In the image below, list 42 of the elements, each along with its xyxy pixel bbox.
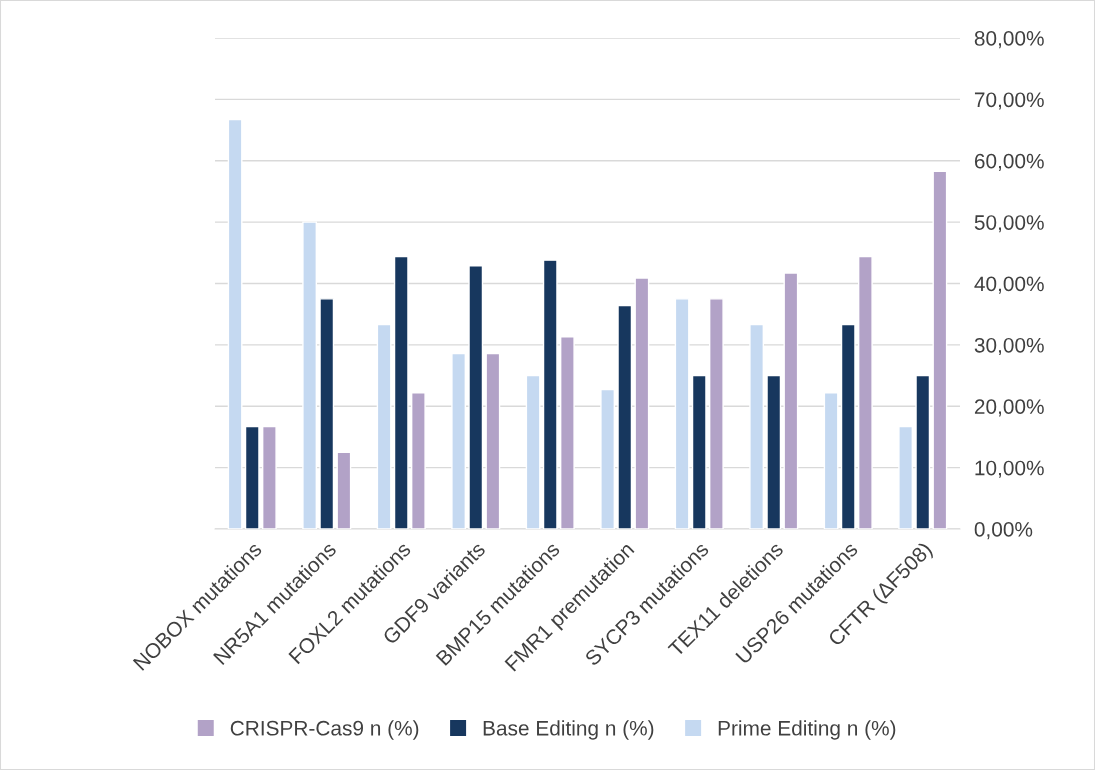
y-tick-label: 80,00% xyxy=(974,31,1044,49)
bar xyxy=(302,221,318,529)
bar xyxy=(857,255,873,529)
bar xyxy=(451,352,467,529)
y-tick-label: 20,00% xyxy=(974,399,1044,417)
bar xyxy=(691,374,707,529)
bar xyxy=(674,298,690,529)
bar xyxy=(485,352,501,529)
bar xyxy=(898,425,914,529)
y-tick-label: 10,00% xyxy=(975,460,1044,478)
bar xyxy=(617,304,633,529)
legend-label: Base Editing n (%) xyxy=(483,720,654,740)
bar xyxy=(244,425,260,529)
bar xyxy=(600,388,616,529)
y-tick-label: 70,00% xyxy=(974,92,1044,110)
bar xyxy=(766,374,782,529)
bar xyxy=(840,323,856,529)
bar xyxy=(319,298,335,529)
legend-label: Prime Editing n (%) xyxy=(718,720,896,740)
bar xyxy=(376,323,392,529)
bar xyxy=(783,272,799,529)
bar xyxy=(915,374,931,529)
bar xyxy=(468,265,484,529)
bar xyxy=(542,259,558,529)
bar xyxy=(261,425,277,529)
bar xyxy=(823,392,839,529)
bar xyxy=(227,118,243,529)
bar xyxy=(708,298,724,529)
bar xyxy=(634,277,650,529)
bar xyxy=(410,392,426,529)
bar xyxy=(559,336,575,529)
bar xyxy=(336,451,352,529)
bar xyxy=(932,170,948,529)
y-tick-label: 30,00% xyxy=(974,337,1044,356)
bar xyxy=(393,255,409,529)
bar xyxy=(749,323,765,529)
y-tick-label: 40,00% xyxy=(974,276,1044,294)
bar xyxy=(525,374,541,529)
legend-label: CRISPR-Cas9 n (%) xyxy=(230,720,419,740)
y-tick-label: 50,00% xyxy=(974,215,1044,233)
y-tick-label: 0,00% xyxy=(974,522,1033,540)
y-tick-label: 60,00% xyxy=(974,153,1044,171)
